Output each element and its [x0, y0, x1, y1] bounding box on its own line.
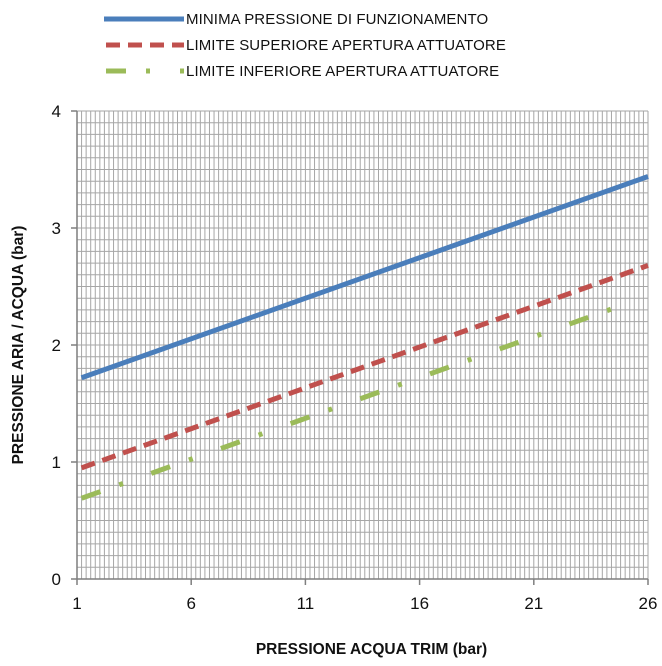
legend-item-superiore: LIMITE SUPERIORE APERTURA ATTUATORE [104, 32, 506, 58]
y-tick-label: 0 [52, 570, 61, 589]
y-tick-label: 4 [52, 102, 61, 121]
legend-item-minima: MINIMA PRESSIONE DI FUNZIONAMENTO [104, 6, 506, 32]
x-tick-label: 6 [186, 594, 195, 613]
x-tick-label: 1 [72, 594, 81, 613]
y-tick-label: 2 [52, 336, 61, 355]
legend-swatch-minima [104, 16, 184, 22]
series-line-1 [80, 174, 649, 381]
y-tick-label: 3 [52, 219, 61, 238]
series-line-3 [80, 299, 633, 501]
x-axis-title: PRESSIONE ACQUA TRIM (bar) [256, 641, 487, 658]
legend-item-inferiore: LIMITE INFERIORE APERTURA ATTUATORE [104, 58, 506, 84]
series-line-2 [80, 263, 649, 471]
legend: MINIMA PRESSIONE DI FUNZIONAMENTO LIMITE… [104, 6, 506, 84]
legend-label-superiore: LIMITE SUPERIORE APERTURA ATTUATORE [186, 36, 506, 54]
legend-swatch-inferiore [106, 68, 184, 74]
x-tick-label: 16 [410, 594, 429, 613]
x-tick-label: 11 [297, 594, 315, 613]
y-axis-title: PRESSIONE ARIA / ACQUA (bar) [10, 226, 27, 465]
legend-swatch-superiore [106, 42, 184, 48]
y-tick-label: 1 [52, 453, 61, 472]
x-tick-label: 26 [639, 594, 658, 613]
legend-label-inferiore: LIMITE INFERIORE APERTURA ATTUATORE [186, 62, 500, 80]
legend-label-minima: MINIMA PRESSIONE DI FUNZIONAMENTO [186, 10, 489, 28]
x-tick-label: 21 [524, 594, 543, 613]
